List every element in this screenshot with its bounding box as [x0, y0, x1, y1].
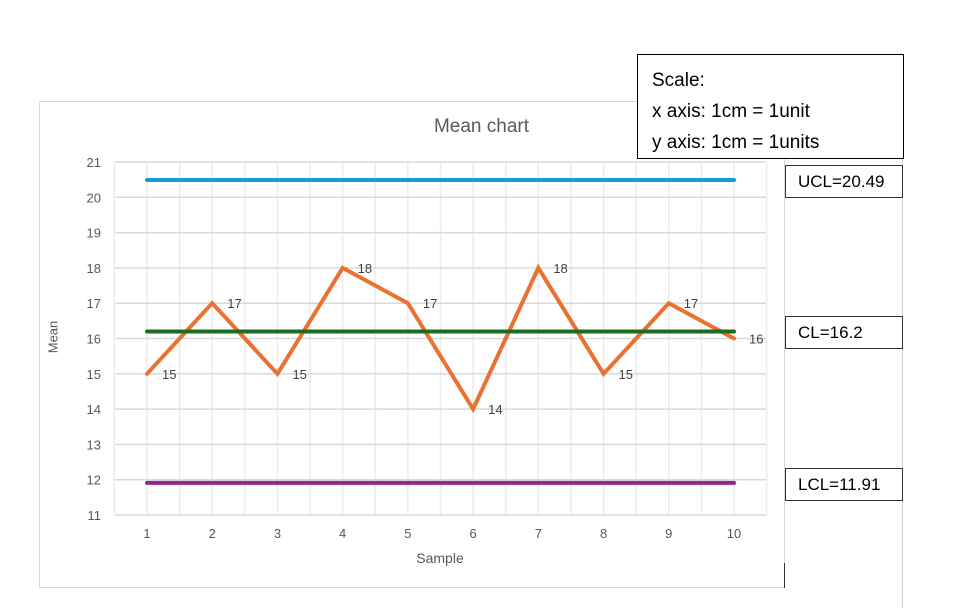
mean-series-line [145, 263, 736, 414]
data-label: 18 [358, 261, 372, 276]
ucl-label-box: UCL=20.49 [785, 165, 903, 198]
x-tick-label: 6 [469, 526, 476, 541]
data-label: 17 [227, 296, 241, 311]
y-tick-label: 13 [87, 437, 101, 452]
x-tick-label: 8 [600, 526, 607, 541]
cl-label-box: CL=16.2 [785, 316, 903, 349]
x-axis-label: Sample [416, 550, 464, 566]
data-label: 16 [749, 332, 763, 347]
data-label: 14 [488, 402, 502, 417]
lcl-label-box: LCL=11.91 [785, 468, 903, 501]
y-tick-label: 21 [87, 155, 101, 170]
x-tick-label: 4 [339, 526, 346, 541]
data-label: 15 [292, 367, 306, 382]
data-label: 18 [553, 261, 567, 276]
chart-frame [39, 101, 785, 588]
y-tick-label: 15 [87, 367, 101, 382]
x-tick-label: 5 [404, 526, 411, 541]
scale-note-box: Scale: x axis: 1cm = 1unit y axis: 1cm =… [637, 54, 904, 159]
scale-note-x: x axis: 1cm = 1unit [652, 101, 810, 122]
y-tick-label: 14 [87, 402, 101, 417]
x-tick-label: 1 [143, 526, 150, 541]
x-tick-label: 9 [665, 526, 672, 541]
y-tick-label: 19 [87, 226, 101, 241]
data-label: 15 [162, 367, 176, 382]
x-tick-label: 3 [274, 526, 281, 541]
chart-title: Mean chart [433, 116, 530, 137]
divider-tick [784, 563, 785, 588]
data-label: 17 [684, 296, 698, 311]
scale-note-y: y axis: 1cm = 1units [652, 132, 820, 153]
divider-line [902, 159, 903, 608]
y-tick-label: 20 [87, 190, 101, 205]
scale-note-title: Scale: [652, 70, 705, 91]
y-tick-label: 17 [87, 296, 101, 311]
y-tick-label: 18 [87, 261, 101, 276]
x-tick-label: 2 [209, 526, 216, 541]
x-tick-label: 7 [535, 526, 542, 541]
y-tick-label: 11 [88, 508, 102, 523]
x-tick-label: 10 [727, 526, 741, 541]
data-label: 17 [423, 296, 437, 311]
y-tick-label: 12 [87, 473, 101, 488]
data-label: 15 [619, 367, 633, 382]
y-tick-label: 16 [87, 332, 101, 347]
